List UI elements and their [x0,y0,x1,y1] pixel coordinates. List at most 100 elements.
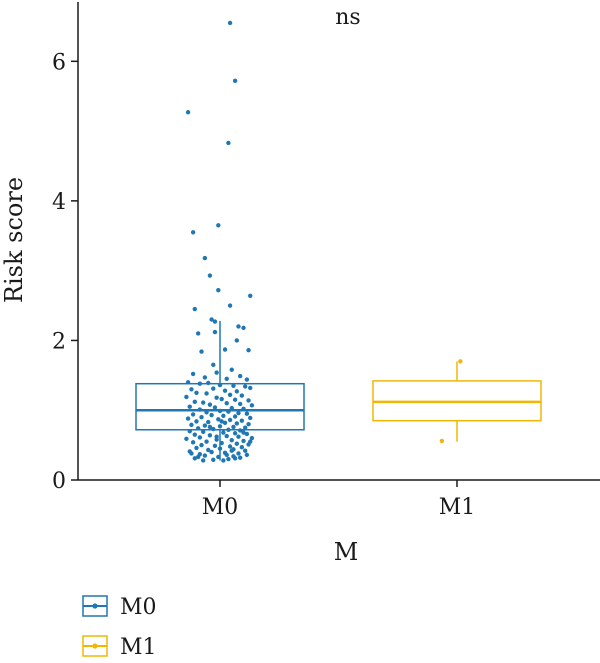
box-m0 [135,320,305,461]
data-point [195,426,201,431]
x-axis: M0 M1 [78,479,600,520]
data-point [207,433,213,438]
data-point [201,400,206,405]
data-point [195,454,201,460]
data-point [206,419,211,425]
data-point [194,419,199,424]
data-point [190,412,196,417]
data-point [237,401,243,407]
data-point [207,402,213,407]
data-point [239,393,245,398]
data-point [211,457,216,462]
data-point [214,395,219,400]
data-point [214,370,219,375]
data-point [224,376,229,382]
data-point [209,412,214,418]
data-point [187,404,192,409]
data-point [194,390,199,395]
data-point [232,414,238,419]
data-point [227,303,233,308]
data-point [221,458,226,463]
data-point [244,431,250,437]
data-point [227,392,233,398]
data-point [244,452,250,458]
data-point [212,443,218,449]
box-iqr [135,382,305,431]
data-point [221,413,226,419]
data-point [192,456,197,461]
data-point [212,329,218,335]
data-point [236,451,241,456]
legend-key-point [92,643,98,649]
data-point [214,434,219,439]
data-point [226,409,231,414]
points-m0 [184,20,255,463]
data-point [244,377,250,382]
data-point [217,446,223,451]
data-point [212,319,218,324]
data-point [190,371,196,377]
data-point [192,306,197,312]
data-point [226,427,231,432]
data-point [248,415,253,421]
data-point [212,405,218,410]
data-point [187,428,192,434]
data-point [216,417,221,422]
data-point [189,422,194,428]
data-point [184,436,189,442]
data-point [207,273,213,278]
data-point [231,424,236,430]
y-tick-label: 6 [52,50,66,75]
data-point [194,445,199,451]
y-tick-label: 0 [52,469,66,494]
data-point [216,223,221,228]
data-point [229,438,234,443]
data-point [226,456,231,462]
data-point [219,396,224,402]
x-axis-title: M [334,538,359,566]
data-point [234,421,239,426]
data-point [207,424,213,430]
data-point [229,448,234,453]
data-point [217,424,223,429]
data-point [246,348,251,353]
data-point [195,331,201,336]
legend-label: M0 [120,595,157,620]
data-point [224,401,229,406]
data-point [209,449,214,455]
data-point [224,452,229,458]
data-point [204,391,209,396]
legend-key-point [92,603,98,609]
data-point [243,384,248,389]
data-point [199,442,204,448]
data-point [222,388,228,393]
data-point [439,438,445,444]
data-point [237,428,243,433]
data-point [246,398,251,403]
data-point [227,417,233,423]
data-point [224,433,229,439]
data-point [241,438,246,444]
data-point [244,411,250,416]
data-point [236,410,241,416]
data-point [241,430,246,435]
data-point [241,325,246,331]
data-point [201,458,206,463]
data-point [192,399,197,405]
data-point [206,447,211,453]
data-point [227,444,233,449]
legend-item-m0: M0 [82,595,157,620]
data-point [204,439,209,444]
data-point [226,140,231,146]
x-tick-label: M0 [202,495,239,520]
data-point [184,394,189,400]
y-tick-label: 2 [52,329,66,354]
data-point [216,287,221,293]
data-point [246,421,251,427]
data-point [236,434,241,439]
data-point [234,441,239,446]
data-point [232,397,238,402]
data-point [202,453,208,458]
data-point [197,381,203,386]
